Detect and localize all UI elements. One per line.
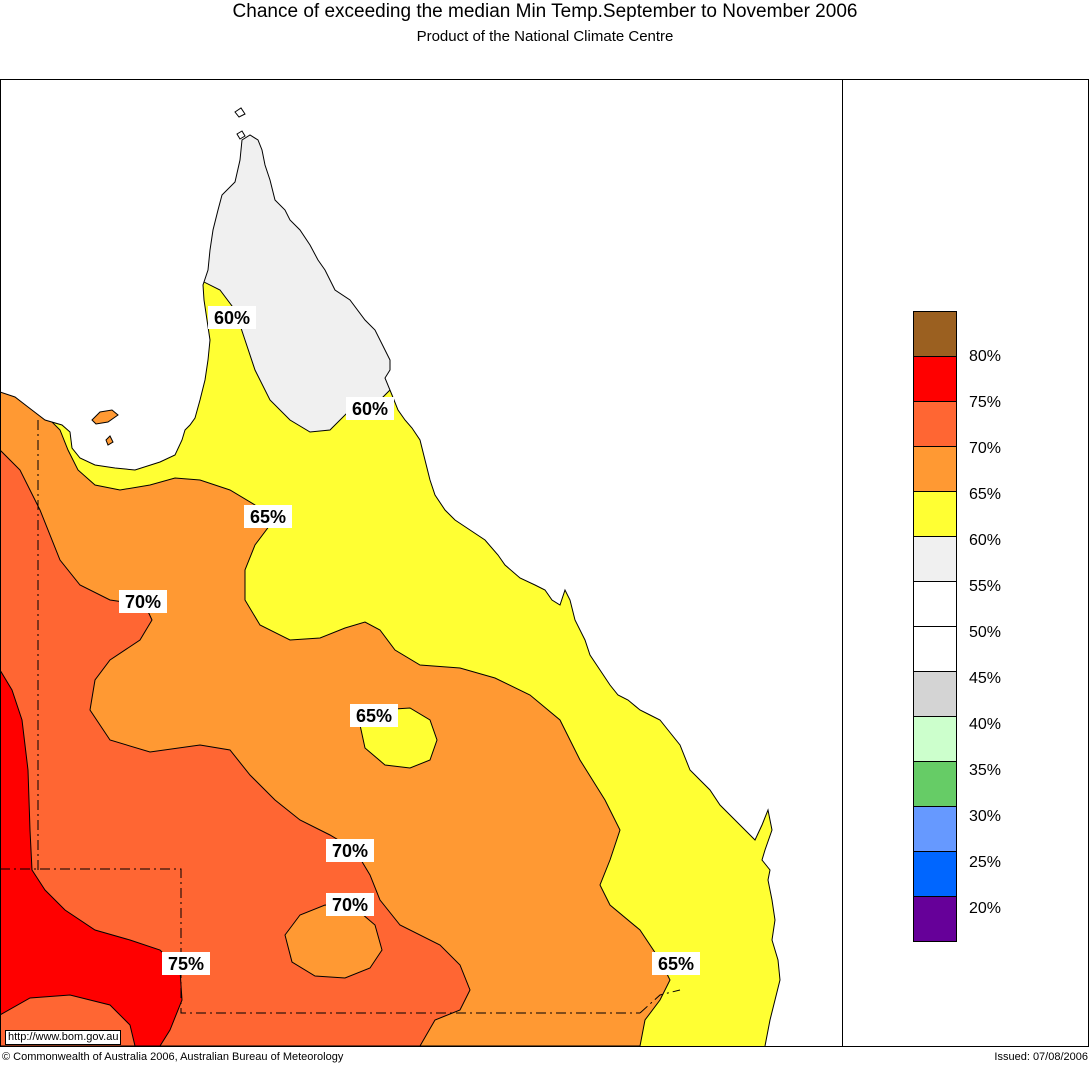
legend-label: 80% (969, 348, 1002, 365)
contour-label: 65% (250, 507, 286, 527)
map-title: Chance of exceeding the median Min Temp.… (232, 1, 858, 22)
sa-nsw-border (0, 868, 640, 1014)
island-torres-2 (236, 130, 246, 140)
legend-swatch (913, 626, 957, 672)
legend: 80% 75% 70% 65% 60% 55% 50% 45% 40% 35% 30% 25% 20% (913, 311, 1001, 942)
legend-label: 45% (969, 670, 1002, 687)
contour-label: 70% (332, 895, 368, 915)
legend-swatch (913, 311, 957, 357)
contour-label: 65% (658, 954, 694, 974)
legend-label: 25% (969, 854, 1002, 871)
contour-label: 70% (125, 592, 161, 612)
legend-swatch (913, 671, 957, 717)
legend-label: 40% (969, 716, 1002, 733)
legend-label: 55% (969, 578, 1002, 595)
legend-label: 65% (969, 486, 1002, 503)
legend-swatch (913, 401, 957, 447)
land-shading (0, 135, 780, 1046)
legend-label: 75% (969, 394, 1002, 411)
legend-swatch (913, 581, 957, 627)
legend-swatch (913, 491, 957, 537)
copyright: © Commonwealth of Australia 2006, Austra… (2, 1051, 344, 1063)
legend-swatch (913, 356, 957, 402)
contour-label: 75% (168, 954, 204, 974)
issued-date: Issued: 07/08/2006 (994, 1051, 1088, 1063)
legend-swatch (913, 761, 957, 807)
contour-label: 65% (356, 706, 392, 726)
legend-swatch (913, 851, 957, 897)
legend-label: 35% (969, 762, 1002, 779)
contour-label: 60% (214, 308, 250, 328)
url-label: http://www.bom.gov.au (5, 1030, 122, 1045)
legend-swatch (913, 806, 957, 852)
map-frame (0, 79, 1089, 1047)
map-subtitle: Product of the National Climate Centre (416, 28, 674, 45)
island-mornington (91, 409, 119, 425)
contour-label: 60% (352, 399, 388, 419)
coastline (0, 134, 781, 1047)
legend-label: 60% (969, 532, 1002, 549)
legend-label: 50% (969, 624, 1002, 641)
legend-swatch (913, 896, 957, 942)
legend-label: 30% (969, 808, 1002, 825)
nsw-border-east (639, 989, 681, 1014)
island-torres-1 (234, 107, 246, 118)
contour-label: 70% (332, 841, 368, 861)
legend-swatch (913, 716, 957, 762)
legend-label: 70% (969, 440, 1002, 457)
legend-label: 20% (969, 900, 1002, 917)
legend-swatch (913, 536, 957, 582)
contour-labels: 60% 60% 65% 70% 65% 70% 70% 75% 65% (119, 306, 700, 975)
island-small (105, 435, 114, 446)
legend-swatch (913, 446, 957, 492)
